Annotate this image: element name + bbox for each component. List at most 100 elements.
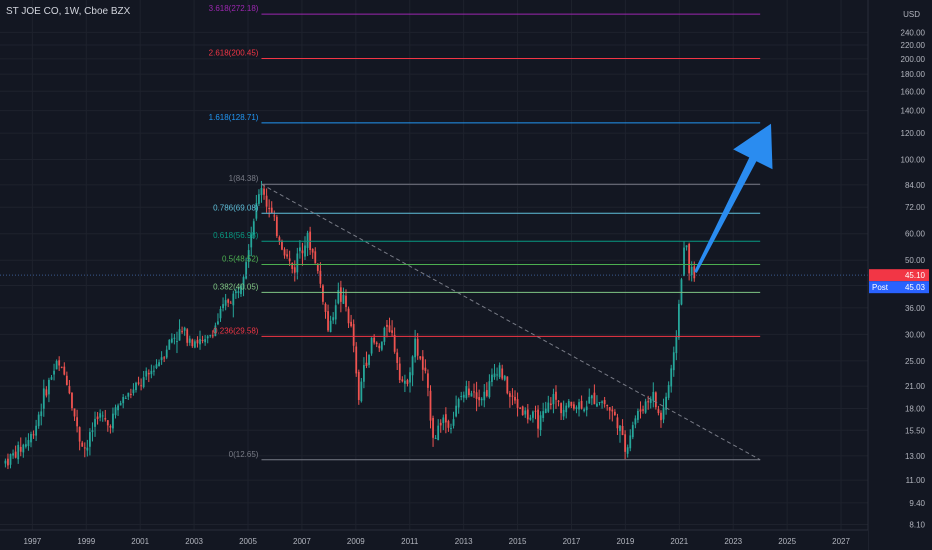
- candle-body: [206, 336, 209, 339]
- candle-body: [508, 393, 511, 397]
- candle-body: [573, 404, 575, 409]
- candle-body: [450, 428, 452, 430]
- candle-body: [55, 361, 58, 370]
- candle-body: [393, 335, 396, 352]
- candle-body: [644, 401, 647, 413]
- candle-body: [242, 277, 245, 290]
- candle-body: [462, 394, 465, 398]
- candle-body: [544, 408, 547, 414]
- candle-body: [83, 447, 86, 449]
- candle-body: [506, 376, 509, 394]
- candle-body: [662, 407, 665, 420]
- candle-body: [304, 245, 306, 257]
- candle-body: [255, 203, 258, 219]
- candle-body: [570, 401, 573, 406]
- candle-body: [434, 437, 437, 439]
- candle-body: [140, 385, 143, 387]
- candle-body: [191, 339, 194, 347]
- post-price-badge: [869, 281, 929, 294]
- candle-body: [114, 407, 117, 416]
- price-tick-label: 21.00: [905, 382, 926, 391]
- candle-body: [444, 414, 447, 423]
- candle-body: [465, 386, 468, 398]
- candle-body: [639, 409, 642, 412]
- candle-body: [286, 254, 288, 257]
- candle-body: [196, 339, 199, 344]
- time-tick-label: 2005: [239, 537, 257, 546]
- candle-body: [424, 367, 427, 371]
- candle-body: [4, 460, 7, 464]
- candle-body: [526, 409, 529, 420]
- candle-body: [319, 270, 322, 284]
- candle-body: [99, 413, 102, 418]
- time-tick-label: 1999: [77, 537, 95, 546]
- candle-body: [296, 253, 299, 273]
- candle-body: [347, 308, 350, 324]
- candle-body: [355, 346, 358, 374]
- candle-body: [501, 368, 504, 379]
- candle-body: [537, 409, 539, 429]
- candle-body: [685, 245, 688, 248]
- candle-body: [268, 208, 271, 210]
- fib-level-label: 0.236(29.58): [213, 326, 259, 335]
- candle-body: [519, 407, 522, 409]
- post-label: Post: [872, 283, 889, 292]
- candle-body: [245, 262, 248, 279]
- candle-body: [132, 389, 135, 394]
- candle-body: [35, 425, 38, 436]
- candle-body: [585, 406, 588, 411]
- fib-level-label: 3.618(272.18): [209, 4, 259, 13]
- candle-body: [401, 379, 404, 382]
- candle-body: [71, 392, 73, 409]
- candle-body: [17, 444, 20, 460]
- candle-body: [142, 377, 145, 387]
- candle-body: [227, 299, 230, 303]
- candle-body: [147, 372, 150, 375]
- candle-body: [342, 294, 345, 304]
- candle-body: [657, 409, 660, 414]
- candle-body: [199, 338, 201, 345]
- candle-body: [352, 324, 355, 346]
- candle-body: [437, 425, 440, 441]
- candle-body: [240, 285, 242, 295]
- candle-body: [316, 265, 319, 271]
- candle-body: [163, 357, 166, 359]
- candle-body: [106, 420, 109, 426]
- candle-body: [24, 444, 27, 447]
- candle-body: [234, 291, 237, 294]
- candle-body: [306, 232, 309, 248]
- candle-body: [155, 364, 158, 369]
- candle-body: [539, 415, 542, 431]
- candle-body: [578, 402, 580, 410]
- candle-body: [53, 370, 55, 375]
- candle-body: [160, 357, 163, 361]
- candle-body: [619, 425, 621, 432]
- candle-body: [693, 266, 696, 279]
- price-tick-label: 72.00: [905, 203, 926, 212]
- candle-body: [135, 382, 137, 391]
- candle-body: [411, 356, 414, 376]
- price-tick-label: 11.00: [906, 476, 926, 485]
- candle-body: [652, 391, 655, 401]
- candle-body: [649, 398, 652, 403]
- price-tick-label: 36.00: [905, 304, 926, 313]
- candle-body: [219, 308, 222, 319]
- candle-body: [96, 416, 99, 420]
- candle-body: [629, 435, 632, 449]
- candle-body: [150, 370, 153, 375]
- candle-body: [452, 419, 455, 426]
- candle-body: [48, 379, 50, 395]
- candle-body: [30, 434, 32, 443]
- fib-level-label: 0.382(40.05): [213, 282, 259, 291]
- time-tick-label: 2027: [832, 537, 850, 546]
- candle-body: [337, 289, 340, 304]
- candle-body: [521, 406, 524, 416]
- candle-body: [596, 403, 598, 407]
- candle-body: [237, 291, 240, 294]
- candle-body: [511, 395, 514, 397]
- candle-body: [386, 324, 388, 327]
- candle-body: [65, 375, 68, 385]
- candle-body: [529, 417, 532, 420]
- candle-body: [217, 321, 219, 325]
